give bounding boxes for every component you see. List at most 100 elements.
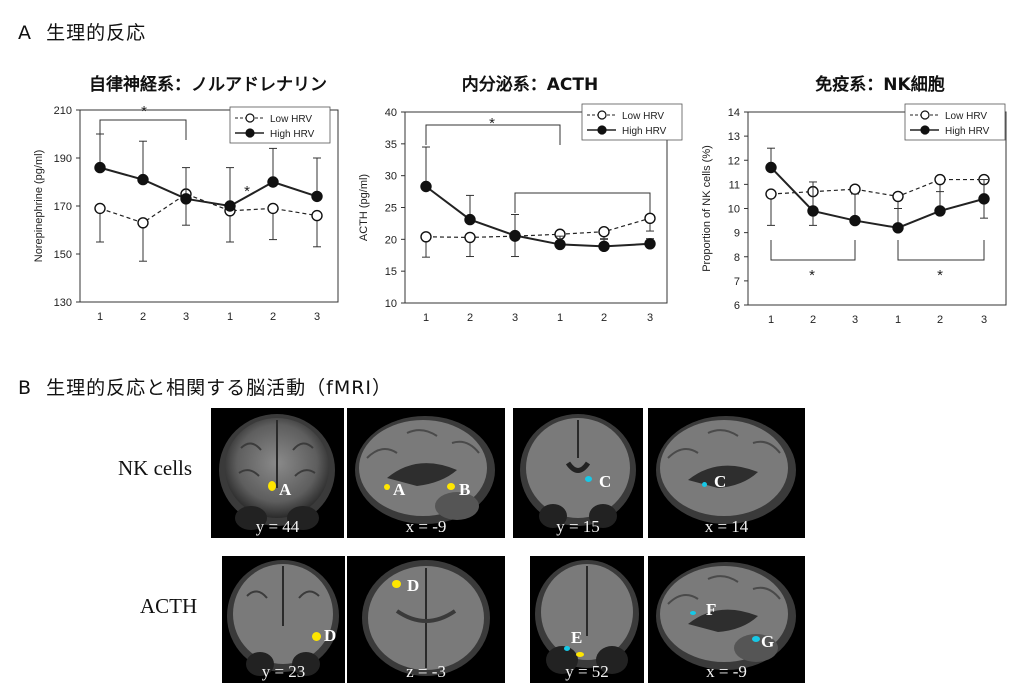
data-point-high-hrv — [644, 238, 656, 250]
slice-coordinate: z = -3 — [406, 662, 446, 681]
region-label-a: A — [393, 480, 406, 499]
section-a-header: A 生理的反応 — [18, 18, 146, 45]
legend-box — [904, 103, 1006, 141]
row-label-acth: ACTH — [140, 594, 198, 618]
coronal-slice-image — [520, 414, 636, 528]
data-point-low-hrv — [644, 212, 656, 225]
significance-bracket — [514, 192, 651, 213]
slice-coordinate: x = 14 — [704, 517, 749, 536]
data-point-low-hrv — [420, 231, 432, 243]
significance-bracket — [897, 240, 985, 261]
slice-coordinate: y = 23 — [261, 662, 306, 681]
brain-panel-sagittal-x-9: F G x = -9 — [648, 556, 805, 683]
data-point-high-hrv — [978, 193, 990, 205]
y-tick-label: 13 — [728, 131, 740, 143]
significance-bracket — [770, 240, 856, 261]
legend: Low HRV High HRV — [904, 103, 1006, 141]
data-point-high-hrv — [311, 190, 323, 203]
activation-blob-d — [392, 580, 401, 588]
coronal-slice-image — [535, 560, 639, 674]
x-tick-label: 3 — [314, 311, 320, 323]
y-tick-label: 10 — [728, 204, 740, 216]
legend-marker — [245, 113, 255, 123]
activation-blob-c — [702, 482, 707, 487]
data-point-high-hrv — [892, 222, 904, 234]
x-tick-label: 2 — [467, 312, 473, 324]
y-axis-label: Proportion of NK cells (%) — [701, 145, 713, 272]
series-line-high-hrv — [425, 185, 651, 248]
y-tick-label: 30 — [385, 171, 397, 183]
activation-blob-f — [690, 611, 696, 615]
x-tick-label: 1 — [895, 314, 901, 326]
brain-panel-coronal-y23: D y = 23 — [222, 556, 345, 683]
y-tick-label: 35 — [385, 139, 397, 151]
data-point-low-hrv — [267, 202, 279, 215]
section-b-title: 生理的反応と相関する脳活動（fMRI） — [46, 377, 393, 399]
legend-entry: High HRV — [945, 126, 990, 137]
significance-star: * — [809, 267, 815, 284]
x-tick-label: 1 — [557, 312, 563, 324]
bracket-line — [514, 192, 651, 213]
activation-blob-d — [312, 632, 321, 641]
data-point-high-hrv — [420, 180, 432, 193]
y-tick-label: 11 — [729, 179, 740, 191]
legend-marker — [245, 128, 255, 138]
significance-star: * — [141, 103, 147, 120]
region-label-d: D — [407, 576, 420, 595]
brain-panel-coronal-y52: E y = 52 — [530, 556, 644, 683]
legend-entry: High HRV — [622, 126, 667, 137]
brain-panel-coronal-y44: A y = 44 — [211, 408, 344, 538]
legend-entry: Low HRV — [270, 114, 312, 125]
activation-blob-a — [268, 481, 276, 491]
slice-coordinate: y = 52 — [565, 662, 609, 681]
data-point-high-hrv — [934, 205, 946, 217]
norepinephrine-chart: 130 150 170 190 210 Norepinephrine (pg/ml) 1 2 3… — [33, 103, 339, 323]
x-tick-label: 3 — [512, 312, 518, 324]
slice-coordinate: y = 44 — [255, 517, 300, 536]
significance-bracket — [99, 119, 187, 140]
data-point-high-hrv — [224, 200, 236, 212]
brain-panel-axial-z-3: D z = -3 — [347, 556, 505, 683]
x-tick-label: 2 — [810, 314, 816, 326]
y-axis-label: Norepinephrine (pg/ml) — [33, 150, 45, 263]
region-label-g: G — [761, 632, 775, 651]
legend-entry: Low HRV — [945, 111, 987, 122]
region-label-e: E — [571, 628, 583, 647]
legend: Low HRV High HRV — [229, 106, 331, 144]
y-tick-label: 25 — [385, 203, 397, 215]
data-point-high-hrv — [94, 161, 106, 174]
y-tick-label: 10 — [385, 298, 397, 310]
legend-entry: Low HRV — [622, 111, 664, 122]
data-point-low-hrv — [94, 202, 106, 215]
data-point-low-hrv — [892, 190, 904, 203]
activation-blob-g — [752, 636, 760, 642]
slice-coordinate: x = -9 — [706, 662, 747, 681]
x-tick-label: 2 — [140, 311, 146, 323]
section-b-header: B 生理的反応と相関する脳活動（fMRI） — [18, 373, 392, 400]
section-b-letter: B — [18, 377, 33, 399]
legend-marker — [597, 110, 607, 120]
bracket-line — [425, 124, 561, 145]
y-tick-label: 6 — [734, 300, 740, 312]
y-tick-label: 15 — [385, 266, 397, 278]
axial-slice-image — [362, 560, 490, 676]
series-line-low-hrv — [425, 217, 651, 239]
y-axis-label: ACTH (pg/ml) — [358, 174, 370, 241]
data-point-high-hrv — [180, 193, 192, 205]
data-point-high-hrv — [267, 176, 279, 188]
y-tick-label: 210 — [54, 105, 72, 117]
y-tick-label: 9 — [734, 228, 740, 240]
legend: Low HRV High HRV — [581, 103, 683, 141]
data-point-low-hrv — [934, 173, 946, 186]
y-tick-label: 14 — [728, 107, 740, 119]
x-tick-label: 1 — [768, 314, 774, 326]
data-point-high-hrv — [464, 213, 476, 226]
legend-box — [581, 103, 683, 141]
section-a-title: 生理的反応 — [46, 22, 147, 44]
x-tick-label: 1 — [97, 311, 103, 323]
data-point-low-hrv — [849, 183, 861, 195]
x-tick-label: 2 — [270, 311, 276, 323]
region-label-c: C — [714, 472, 727, 491]
data-point-high-hrv — [137, 173, 149, 186]
legend-marker — [597, 125, 607, 135]
